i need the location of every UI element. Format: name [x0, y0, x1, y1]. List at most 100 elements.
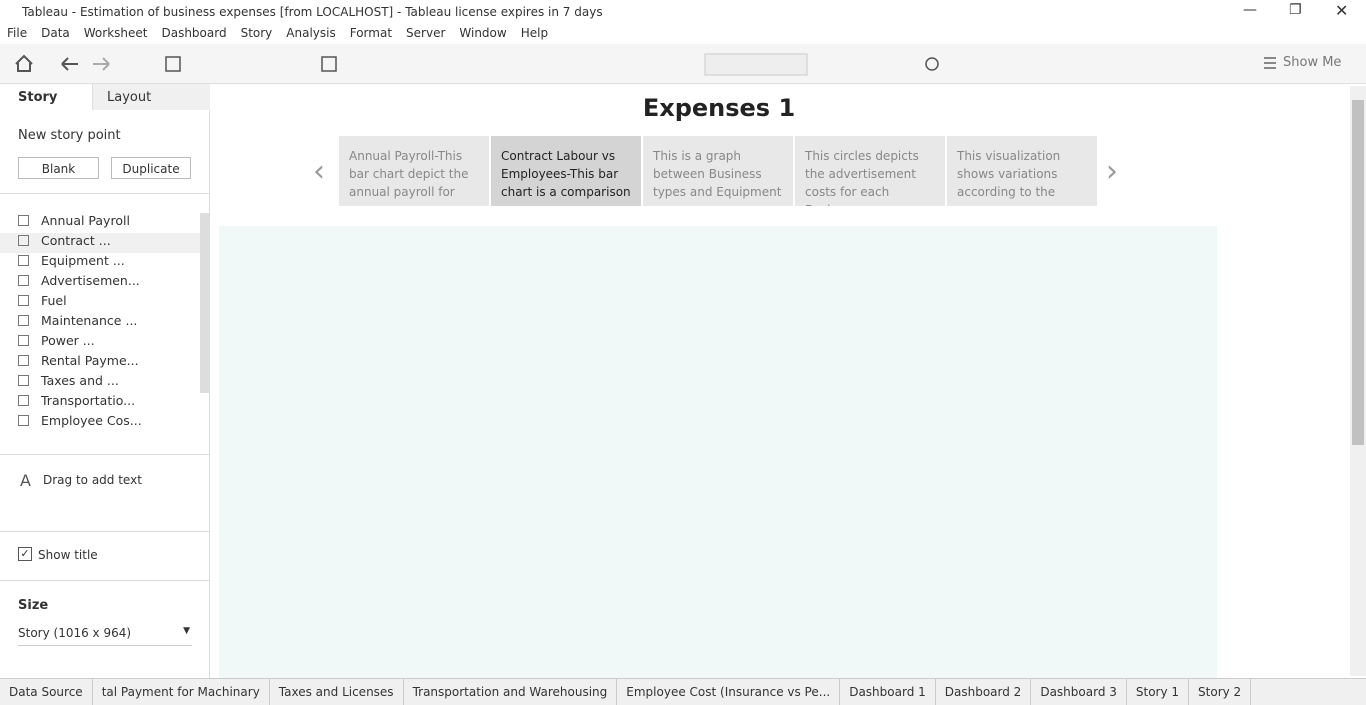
- menu-item[interactable]: Data: [41, 26, 70, 40]
- scroll-thumb[interactable]: [1352, 100, 1364, 445]
- story-point[interactable]: This visualization shows variations acco…: [947, 136, 1097, 206]
- sheet-icon: [18, 275, 29, 286]
- menu-item[interactable]: Server: [406, 26, 446, 40]
- story-point[interactable]: Annual Payroll-This bar chart depict the…: [339, 136, 489, 206]
- minimize[interactable]: —: [1243, 2, 1257, 18]
- size-label: Size: [18, 598, 49, 613]
- sheet-name: Advertisemen...: [41, 273, 140, 288]
- sheet-icon: [18, 255, 29, 266]
- sheet-tab[interactable]: Data Source: [0, 679, 93, 705]
- story-tab[interactable]: Story: [0, 84, 92, 110]
- menu-item[interactable]: Worksheet: [83, 26, 148, 40]
- sheet-name: Equipment ...: [41, 253, 125, 268]
- sheet-tab[interactable]: Taxes and Licenses: [270, 679, 404, 705]
- share-icon[interactable]: [925, 57, 939, 71]
- show-title-checkbox[interactable]: ✓: [18, 547, 32, 561]
- sheet-item[interactable]: Maintenance ...: [18, 313, 137, 333]
- sheet-item[interactable]: Transportatio...: [18, 393, 135, 413]
- title-bar: Tableau - Estimation of business expense…: [0, 0, 1366, 24]
- story-point[interactable]: This is a graph between Business types a…: [643, 136, 793, 206]
- sheet-tab[interactable]: Dashboard 3: [1031, 679, 1127, 705]
- sheet-item[interactable]: Contract ...: [0, 233, 200, 253]
- divider: [0, 580, 210, 581]
- home-icon[interactable]: [15, 54, 33, 72]
- close[interactable]: ✕: [1335, 1, 1349, 20]
- sheet-item[interactable]: Equipment ...: [18, 253, 125, 273]
- restore[interactable]: ❐: [1289, 2, 1302, 18]
- window-title: Tableau - Estimation of business expense…: [22, 5, 603, 19]
- sheet-tab[interactable]: Employee Cost (Insurance vs Pe...: [617, 679, 841, 705]
- story-canvas: Expenses 1 ‹ › Annual Payroll-This bar c…: [211, 84, 1227, 678]
- drag-text[interactable]: Drag to add text: [43, 473, 142, 487]
- scrollbar: [200, 213, 209, 393]
- menu-item[interactable]: File: [7, 26, 28, 40]
- bar-chart: [226, 234, 1050, 678]
- sheet-name: Contract ...: [41, 233, 111, 248]
- menu-item[interactable]: Dashboard: [161, 26, 227, 40]
- size-dropdown[interactable]: Story (1016 x 964) ▼: [18, 626, 192, 646]
- sheet-tabs: Data Source tal Payment for Machinary Taxe…: [0, 678, 1366, 705]
- sheet-icon: [18, 295, 29, 306]
- new-sheet-icon[interactable]: [321, 56, 337, 72]
- sheet-name: Annual Payroll: [41, 213, 130, 228]
- blank-button[interactable]: Blank: [18, 157, 99, 179]
- sheet-icon: [18, 395, 29, 406]
- sheet-icon: [18, 355, 29, 366]
- sheet-tab[interactable]: Story 1: [1127, 679, 1190, 705]
- sheet-icon: [18, 215, 29, 226]
- sheet-name: Fuel: [41, 293, 67, 308]
- menu-item[interactable]: Format: [349, 26, 393, 40]
- prev-arrow[interactable]: ‹: [313, 154, 325, 189]
- sheet-icon: [18, 415, 29, 426]
- menu-bar: File Data Worksheet Dashboard Story Analysis F…: [0, 24, 1366, 44]
- fit-dropdown[interactable]: [704, 53, 808, 76]
- sheet-list: Annual Payroll Contract ... Equipment ... A…: [0, 213, 200, 441]
- toolbar-icons: [15, 53, 1276, 76]
- sheet-tab[interactable]: Dashboard 2: [936, 679, 1032, 705]
- sheet-item[interactable]: Employee Cos...: [18, 413, 142, 433]
- sheet-icon: [18, 375, 29, 386]
- sheet-name: Employee Cos...: [41, 413, 142, 428]
- sheet-item[interactable]: Advertisemen...: [18, 273, 140, 293]
- sheet-name: Power ...: [41, 333, 95, 348]
- story-point[interactable]: This circles depicts the advertisement c…: [795, 136, 945, 206]
- sheet-tab[interactable]: Transportation and Warehousing: [404, 679, 618, 705]
- duplicate-button[interactable]: Duplicate: [111, 157, 191, 179]
- menu-item[interactable]: Help: [520, 26, 549, 40]
- sheet-tab[interactable]: Story 2: [1189, 679, 1252, 705]
- story-title: Expenses 1: [642, 94, 796, 122]
- sheet-tab[interactable]: Dashboard 1: [840, 679, 936, 705]
- show-me[interactable]: Show Me: [1283, 55, 1342, 70]
- show-title: Show title: [38, 548, 98, 562]
- sheet-item[interactable]: Power ...: [18, 333, 95, 353]
- save-icon[interactable]: [165, 56, 181, 72]
- sheet-item[interactable]: Taxes and ...: [18, 373, 119, 393]
- undo-icon[interactable]: [61, 57, 78, 71]
- sheet-icon: [18, 315, 29, 326]
- sheet-icon: [18, 235, 29, 246]
- sheet-name: Maintenance ...: [41, 313, 138, 328]
- text-icon: A: [20, 471, 31, 490]
- new-story-point: New story point: [18, 128, 121, 143]
- vertical-scrollbar: [1350, 86, 1366, 676]
- sheet-item[interactable]: Annual Payroll: [18, 213, 130, 233]
- size-value: Story (1016 x 964): [18, 626, 132, 640]
- show-me-icon: [1264, 57, 1276, 69]
- menu-item[interactable]: Story: [240, 26, 273, 40]
- color-legend: [1051, 236, 1221, 281]
- layout-tab[interactable]: Layout: [92, 84, 210, 110]
- menu-item[interactable]: Analysis: [286, 26, 336, 40]
- sheet-name: Rental Payme...: [41, 353, 139, 368]
- sheet-name: Transportatio...: [41, 393, 136, 408]
- sheet-icon: [18, 335, 29, 346]
- sheet-item[interactable]: Rental Payme...: [18, 353, 139, 373]
- dashboard-area: [219, 226, 1217, 678]
- sheet-name: Taxes and ...: [41, 373, 119, 388]
- story-point[interactable]: Contract Labour vs Employees-This bar ch…: [491, 136, 641, 206]
- menu-item[interactable]: Window: [459, 26, 507, 40]
- sheet-tab[interactable]: tal Payment for Machinary: [93, 679, 270, 705]
- sheet-item[interactable]: Fuel: [18, 293, 67, 313]
- next-arrow[interactable]: ›: [1106, 154, 1118, 189]
- redo-icon[interactable]: [93, 57, 110, 71]
